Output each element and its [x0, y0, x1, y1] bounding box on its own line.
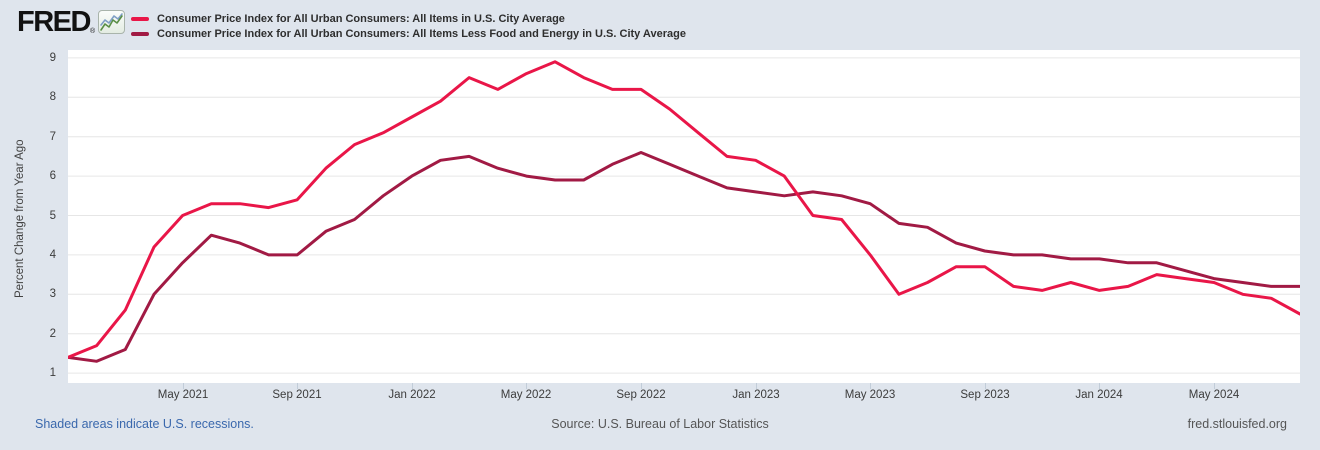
- x-tick-mark: [870, 383, 871, 389]
- registered-mark: ®: [89, 27, 96, 35]
- x-tick-label: May 2024: [1188, 389, 1240, 401]
- x-tick-mark: [526, 383, 527, 389]
- x-tick-label: May 2021: [157, 389, 209, 401]
- fred-site-link[interactable]: fred.stlouisfed.org: [1187, 417, 1287, 431]
- source-link[interactable]: Source: U.S. Bureau of Labor Statistics: [551, 417, 769, 431]
- x-tick-mark: [1214, 383, 1215, 389]
- legend-label-core: Consumer Price Index for All Urban Consu…: [157, 27, 686, 40]
- legend-item-core[interactable]: Consumer Price Index for All Urban Consu…: [131, 26, 686, 41]
- x-tick-mark: [1099, 383, 1100, 389]
- y-tick-label-6: 6: [49, 170, 56, 182]
- y-tick-label-3: 3: [49, 288, 56, 300]
- y-tick-label-5: 5: [49, 210, 56, 222]
- x-tick-label: Jan 2023: [732, 389, 780, 401]
- x-tick-label: Sep 2022: [616, 389, 666, 401]
- legend-item-all-items[interactable]: Consumer Price Index for All Urban Consu…: [131, 11, 686, 26]
- chart-plot-area[interactable]: [68, 50, 1300, 383]
- x-tick-mark: [641, 383, 642, 389]
- series-line-core: [68, 151, 1300, 363]
- series-line-all-items: [68, 60, 1300, 359]
- y-tick-label-2: 2: [49, 328, 56, 340]
- x-tick-label: Jan 2024: [1075, 389, 1123, 401]
- chart-canvas: [68, 57, 1300, 374]
- y-tick-label-8: 8: [49, 91, 56, 103]
- x-tick-label: Sep 2023: [960, 389, 1010, 401]
- chart-legend: Consumer Price Index for All Urban Consu…: [131, 11, 686, 41]
- fred-logo-text: FRED: [17, 6, 91, 38]
- x-tick-mark: [183, 383, 184, 389]
- x-tick-mark: [297, 383, 298, 389]
- x-tick-label: Sep 2021: [272, 389, 322, 401]
- fred-chart-icon: [98, 10, 126, 34]
- recession-note: Shaded areas indicate U.S. recessions.: [35, 417, 254, 431]
- x-tick-label: May 2023: [844, 389, 896, 401]
- y-tick-label-1: 1: [49, 367, 56, 379]
- x-tick-mark: [985, 383, 986, 389]
- x-tick-label: Jan 2022: [388, 389, 436, 401]
- legend-label-all-items: Consumer Price Index for All Urban Consu…: [157, 12, 565, 25]
- y-tick-label-9: 9: [49, 52, 56, 64]
- legend-swatch-core: [131, 31, 149, 36]
- x-tick-mark: [412, 383, 413, 389]
- fred-logo[interactable]: FRED ®: [17, 6, 126, 38]
- legend-swatch-all-items: [131, 16, 149, 21]
- y-tick-label-4: 4: [49, 249, 56, 261]
- x-tick-mark: [756, 383, 757, 389]
- y-tick-label-7: 7: [49, 131, 56, 143]
- x-tick-label: May 2022: [500, 389, 552, 401]
